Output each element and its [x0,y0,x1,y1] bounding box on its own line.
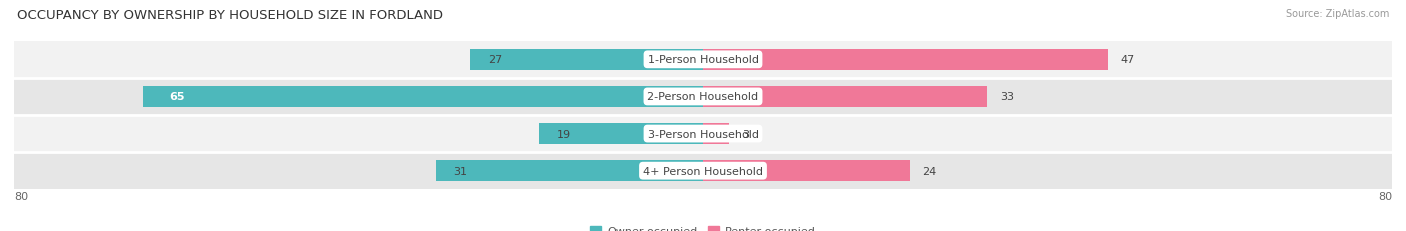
Text: 65: 65 [169,92,184,102]
Text: 80: 80 [1378,191,1392,201]
Bar [471,50,703,70]
Text: Source: ZipAtlas.com: Source: ZipAtlas.com [1285,9,1389,19]
Text: 1-Person Household: 1-Person Household [648,55,758,65]
Bar [703,87,987,107]
Text: 2-Person Household: 2-Person Household [647,92,759,102]
Text: 31: 31 [453,166,467,176]
Bar [14,152,1392,189]
Bar [14,42,1392,79]
Bar [143,87,703,107]
Text: 24: 24 [922,166,936,176]
Text: 33: 33 [1000,92,1014,102]
Bar [436,161,703,181]
Text: 3: 3 [742,129,749,139]
Bar [703,161,910,181]
Legend: Owner-occupied, Renter-occupied: Owner-occupied, Renter-occupied [591,225,815,231]
Text: 27: 27 [488,55,502,65]
Bar [703,50,1108,70]
Bar [703,124,728,144]
Text: 47: 47 [1121,55,1135,65]
Bar [540,124,703,144]
Text: 3-Person Household: 3-Person Household [648,129,758,139]
Bar [14,79,1392,116]
Text: 4+ Person Household: 4+ Person Household [643,166,763,176]
Text: 19: 19 [557,129,571,139]
Bar [14,116,1392,152]
Text: OCCUPANCY BY OWNERSHIP BY HOUSEHOLD SIZE IN FORDLAND: OCCUPANCY BY OWNERSHIP BY HOUSEHOLD SIZE… [17,9,443,22]
Text: 80: 80 [14,191,28,201]
